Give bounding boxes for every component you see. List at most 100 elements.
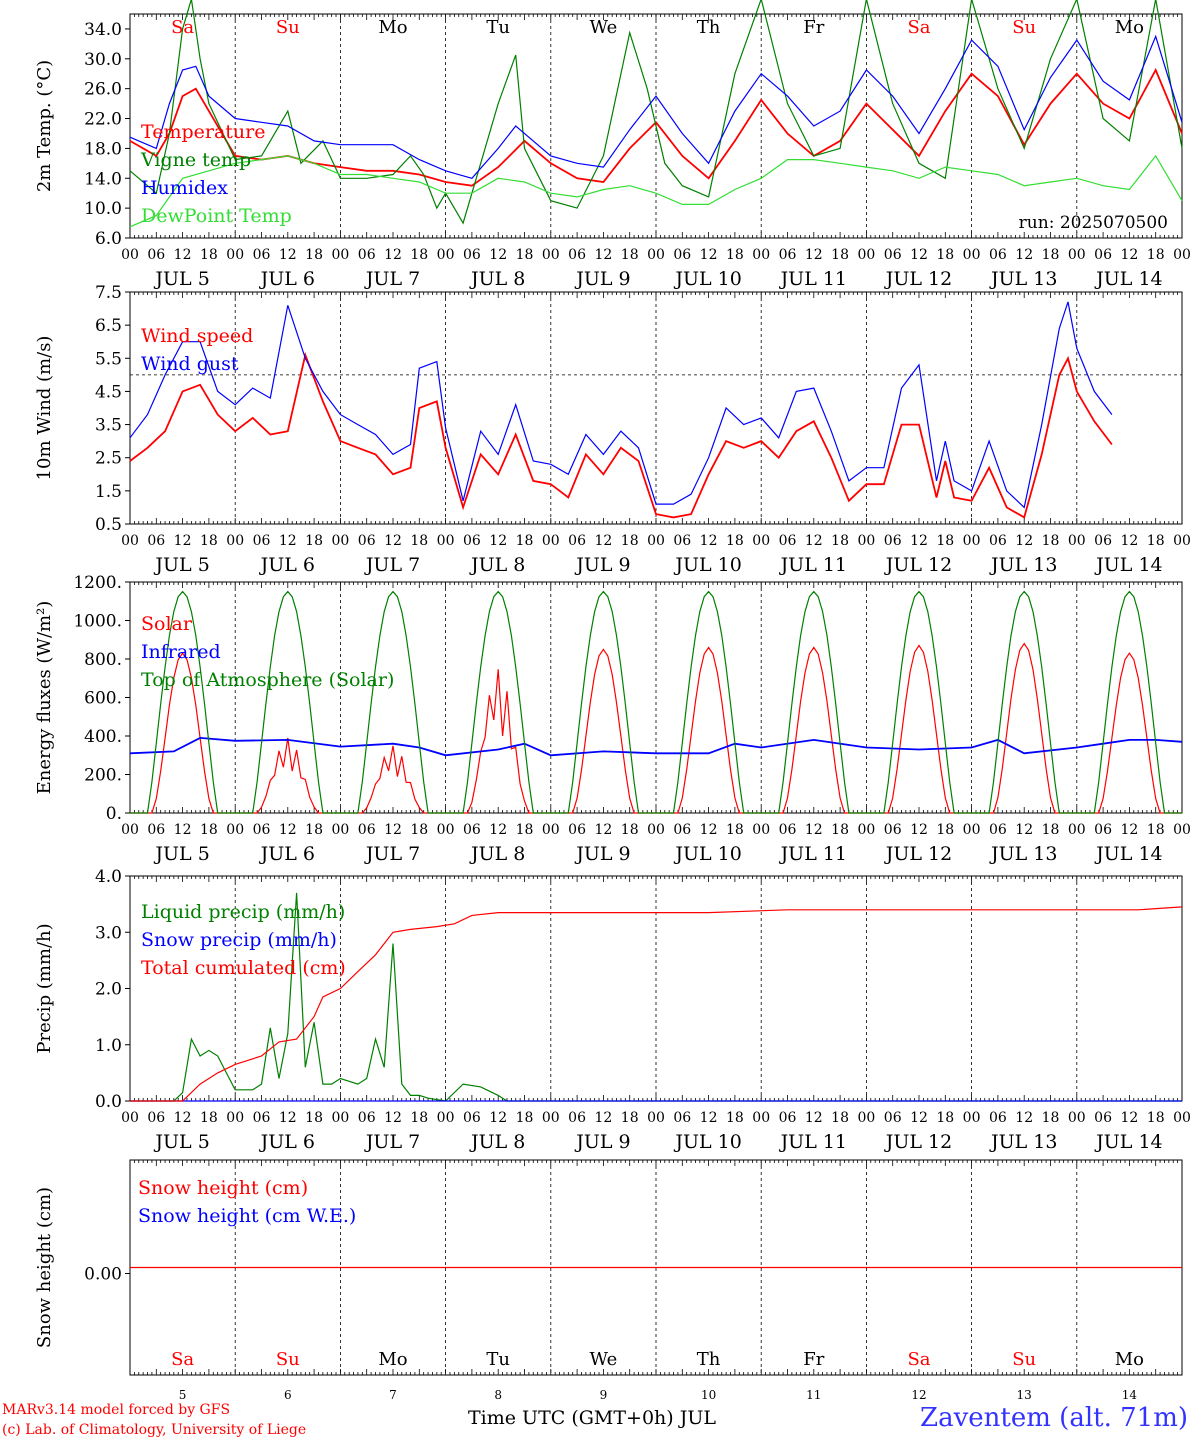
legend-item: Snow precip (mm/h) xyxy=(141,929,337,951)
y-tick-label: 0.0 xyxy=(95,1092,122,1112)
x-date-label: JUL 8 xyxy=(469,1131,525,1153)
x-hour-label: 18 xyxy=(621,1110,639,1126)
y-tick-label: 14.0 xyxy=(84,169,122,189)
x-hour-label: 06 xyxy=(989,822,1007,838)
x-hour-label: 06 xyxy=(884,533,902,549)
panel-4: 0.0 1.0 2.0 3.0 4.0 Precip (mm/h) Liquid preci… xyxy=(34,867,1191,1153)
x-hour-label: 18 xyxy=(936,1110,954,1126)
x-hour-label: 18 xyxy=(831,533,849,549)
y-tick-label: 10.0 xyxy=(84,199,122,219)
day-name: Su xyxy=(276,17,300,38)
day-names-top: Sa Su Mo Tu We Th Fr Sa Su Mo xyxy=(171,17,1144,38)
x-hour-label: 00 xyxy=(857,822,875,838)
series-line-total-cumulated-cm- xyxy=(130,906,1183,1102)
run-label: run: 2025070500 xyxy=(1019,213,1168,233)
series-line-wind-gust xyxy=(129,301,1113,509)
x-hour-label: 12 xyxy=(489,822,507,838)
x-hour-label: 18 xyxy=(1042,822,1060,838)
x-hour-label: 18 xyxy=(1042,1110,1060,1126)
legend-item: Vigne temp xyxy=(140,149,251,171)
y-tick-label: 4.5 xyxy=(95,382,122,402)
y-axis-title: Precip (mm/h) xyxy=(34,923,55,1053)
legend-item: DewPoint Temp xyxy=(141,205,292,227)
series-line-top-of-atmosphere-solar- xyxy=(130,590,1182,814)
x-hour-label: 12 xyxy=(594,247,612,263)
y-tick-label: 200. xyxy=(84,766,122,786)
x-hour-label: 06 xyxy=(989,247,1007,263)
day-name: Sa xyxy=(171,17,194,38)
day-number: 13 xyxy=(1017,1388,1032,1402)
x-date-label: JUL 5 xyxy=(153,268,209,290)
day-name: We xyxy=(590,1349,618,1370)
x-date-label: JUL 11 xyxy=(779,554,847,576)
x-hour-label: 06 xyxy=(1094,247,1112,263)
x-hour-label: 12 xyxy=(805,1110,823,1126)
x-hour-label: 18 xyxy=(200,822,218,838)
y-tick-label: 0.5 xyxy=(95,515,122,535)
x-hour-label: 06 xyxy=(147,247,165,263)
x-hour-label: 18 xyxy=(200,533,218,549)
x-hour-label: 18 xyxy=(831,1110,849,1126)
x-hour-label: 00 xyxy=(437,1110,455,1126)
x-hour-label: 00 xyxy=(226,247,244,263)
x-hour-label: 12 xyxy=(594,533,612,549)
y-tick-label: 30.0 xyxy=(84,50,122,70)
x-date-label: JUL 7 xyxy=(364,554,420,576)
x-date-label: JUL 5 xyxy=(153,1131,209,1153)
x-hour-label: 12 xyxy=(279,1110,297,1126)
x-hour-label: 00 xyxy=(226,822,244,838)
y-tick-label: 18.0 xyxy=(84,139,122,159)
x-hour-label: 00 xyxy=(752,533,770,549)
x-hour-label: 06 xyxy=(779,247,797,263)
x-date-label: JUL 7 xyxy=(364,843,420,865)
x-hour-label: 00 xyxy=(647,533,665,549)
x-hour-label: 06 xyxy=(568,533,586,549)
legend-item: Liquid precip (mm/h) xyxy=(141,901,345,923)
y-tick-label: 7.5 xyxy=(95,283,122,303)
x-hour-label: 18 xyxy=(1042,533,1060,549)
x-hour-label: 12 xyxy=(1120,1110,1138,1126)
x-hour-label: 12 xyxy=(489,533,507,549)
x-hour-label: 00 xyxy=(1173,1110,1191,1126)
x-hour-label: 18 xyxy=(410,822,428,838)
panel-5: 0.00 Snow height (cm) Snow height (cm) Snow… xyxy=(34,1159,1183,1376)
x-date-label: JUL 13 xyxy=(989,1131,1057,1153)
x-date-label: JUL 12 xyxy=(884,268,952,290)
series-line-humidex xyxy=(129,34,1183,179)
day-number: 10 xyxy=(701,1388,716,1402)
day-number: 12 xyxy=(911,1388,926,1402)
x-hour-label: 18 xyxy=(200,247,218,263)
panel-3: 0. 200. 400. 600. 800. 1000. 1200. Energy fluxe… xyxy=(34,573,1191,865)
y-tick-label: 400. xyxy=(84,727,122,747)
x-hour-label: 18 xyxy=(726,1110,744,1126)
x-hour-label: 06 xyxy=(989,533,1007,549)
x-hour-label: 00 xyxy=(963,247,981,263)
x-hour-label: 06 xyxy=(779,1110,797,1126)
legend-item: Snow height (cm W.E.) xyxy=(138,1205,356,1227)
y-tick-label: 1.5 xyxy=(95,482,122,502)
y-tick-label: 2.0 xyxy=(95,980,122,1000)
x-hour-label: 00 xyxy=(1068,247,1086,263)
y-tick-label: 3.5 xyxy=(95,416,122,436)
x-hour-label: 12 xyxy=(1120,533,1138,549)
y-tick-label: 1200. xyxy=(73,573,122,593)
x-hour-label: 18 xyxy=(410,247,428,263)
y-tick-label: 26.0 xyxy=(84,80,122,100)
x-date-label: JUL 11 xyxy=(779,1131,847,1153)
x-hour-label: 00 xyxy=(331,533,349,549)
day-name: Mo xyxy=(1115,1349,1144,1370)
x-date-label: JUL 8 xyxy=(469,554,525,576)
x-hour-label: 12 xyxy=(910,533,928,549)
x-hour-label: 00 xyxy=(121,1110,139,1126)
y-tick-label: 6.5 xyxy=(95,316,122,336)
x-hour-label: 00 xyxy=(542,822,560,838)
y-tick-label: 3.0 xyxy=(95,923,122,943)
x-hour-label: 00 xyxy=(752,1110,770,1126)
x-date-label: JUL 14 xyxy=(1094,268,1162,290)
y-tick-label: 2.5 xyxy=(95,449,122,469)
lab-credit: (c) Lab. of Climatology, University of L… xyxy=(2,1422,306,1438)
x-hour-label: 06 xyxy=(673,533,691,549)
x-date-label: JUL 7 xyxy=(364,268,420,290)
x-hour-label: 18 xyxy=(1147,822,1165,838)
